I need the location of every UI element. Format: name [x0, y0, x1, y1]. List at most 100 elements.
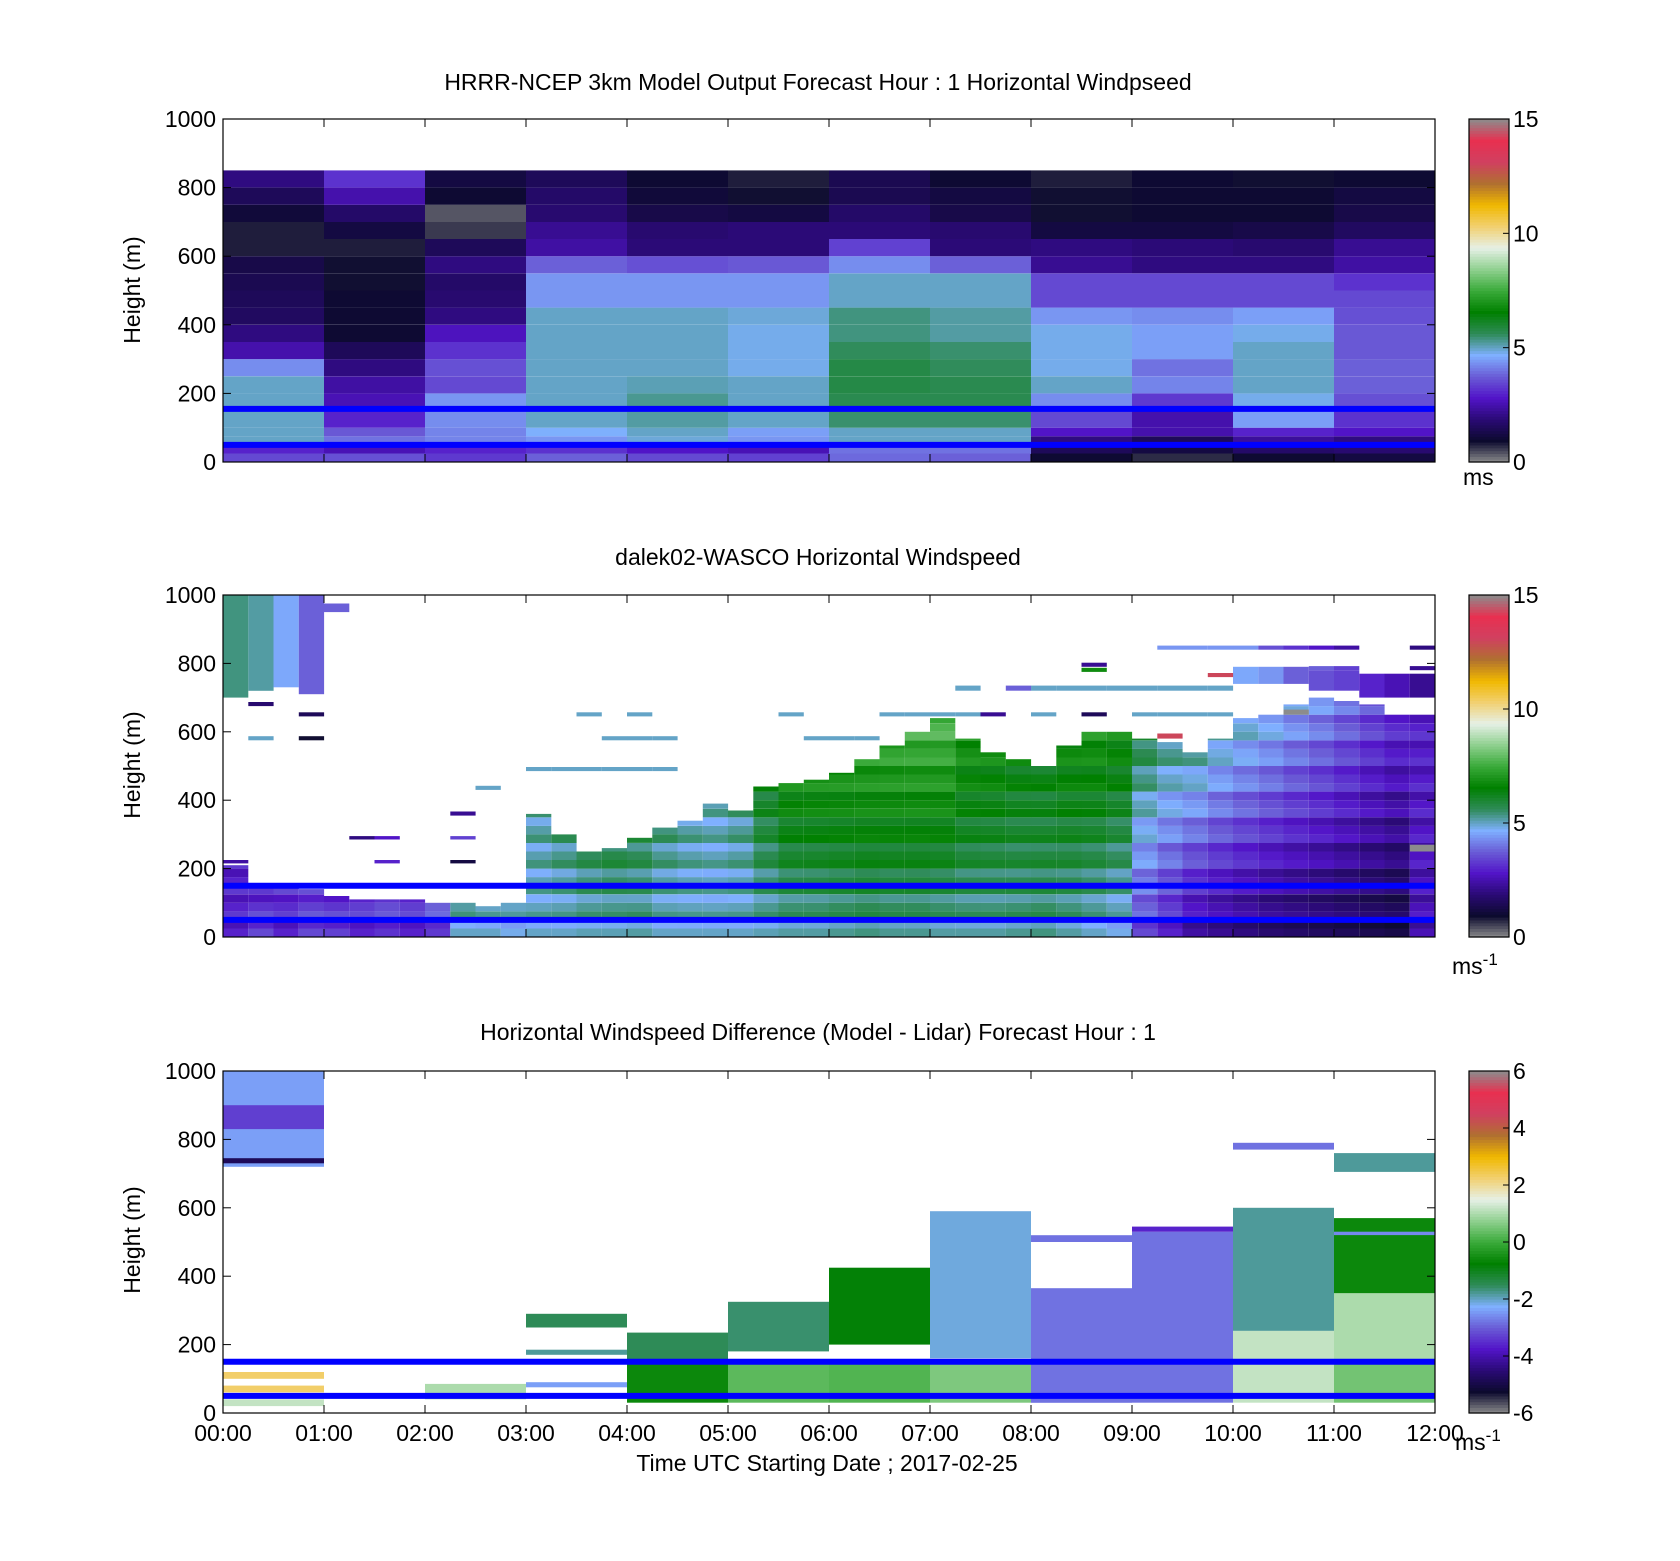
colorbar-swatch	[1469, 153, 1509, 157]
heatmap-cell	[1258, 851, 1284, 860]
heatmap-cell	[526, 868, 552, 878]
heatmap-cell	[930, 868, 956, 878]
heatmap-cell	[1005, 868, 1032, 878]
heatmap-cell	[728, 911, 754, 920]
heatmap-cell	[1132, 851, 1158, 860]
colorbar-swatch	[1469, 444, 1509, 449]
heatmap-cell	[879, 808, 905, 818]
heatmap-cell	[1258, 860, 1284, 869]
heatmap-cell	[1409, 645, 1436, 650]
panel-lidar-colorbar-unit-exp: -1	[1483, 950, 1498, 969]
heatmap-cell	[955, 877, 981, 886]
heatmap-cell	[930, 436, 1031, 445]
heatmap-cell	[1233, 877, 1259, 886]
heatmap-cell	[677, 877, 703, 886]
heatmap-cell	[1157, 783, 1183, 792]
heatmap-cell	[627, 324, 728, 342]
panel-difference: Horizontal Windspeed Difference (Model -…	[119, 1019, 1534, 1476]
heatmap-cell	[1233, 376, 1334, 394]
colorbar-swatch	[1469, 1139, 1509, 1143]
heatmap-cell	[223, 911, 249, 920]
heatmap-cell	[829, 825, 855, 835]
heatmap-cell	[1031, 273, 1132, 291]
heatmap-cell	[526, 307, 627, 325]
heatmap-cell	[248, 736, 274, 741]
heatmap-cell	[728, 410, 829, 428]
colorbar-swatch	[1469, 147, 1509, 152]
heatmap-cell	[1081, 731, 1107, 741]
heatmap-cell	[728, 170, 829, 188]
heatmap-cell	[1157, 834, 1183, 843]
colorbar-swatch	[1469, 1170, 1509, 1175]
colorbar-swatch	[1469, 1307, 1509, 1311]
colorbar-swatch	[1469, 780, 1509, 784]
heatmap-cell	[728, 427, 829, 437]
heatmap-cell	[753, 791, 779, 801]
heatmap-cell	[980, 843, 1006, 852]
heatmap-cell	[854, 808, 880, 818]
colorbar-swatch	[1469, 141, 1509, 146]
colorbar-swatch	[1469, 1110, 1509, 1115]
heatmap-cell	[1207, 740, 1234, 749]
heatmap-cell	[778, 928, 804, 937]
heatmap-cell	[1258, 757, 1284, 766]
heatmap-cell	[1359, 843, 1385, 852]
heatmap-cell	[1233, 774, 1259, 784]
colorbar-swatch	[1469, 173, 1509, 177]
heatmap-cell	[551, 843, 577, 852]
colorbar-swatch	[1469, 612, 1509, 616]
colorbar-swatch	[1469, 1267, 1509, 1272]
colorbar-swatch	[1469, 877, 1509, 881]
heatmap-cell	[1182, 902, 1208, 912]
heatmap-cell	[273, 928, 299, 937]
heatmap-cell	[1132, 894, 1158, 903]
heatmap-cell	[778, 911, 804, 920]
heatmap-cell	[1005, 825, 1032, 835]
colorbar-swatch	[1469, 1187, 1509, 1192]
heatmap-cell	[980, 766, 1006, 775]
colorbar-swatch	[1469, 176, 1509, 180]
heatmap-cell	[1207, 817, 1234, 826]
heatmap-cell	[324, 928, 350, 937]
heatmap-cell	[1334, 290, 1435, 308]
colorbar-swatch	[1469, 267, 1509, 272]
heatmap-cell	[829, 221, 930, 239]
heatmap-cell	[728, 359, 829, 377]
heatmap-cell	[1409, 817, 1436, 826]
heatmap-cell	[1334, 376, 1435, 394]
heatmap-cell	[324, 341, 425, 360]
heatmap-cell	[1334, 221, 1435, 239]
colorbar-swatch	[1469, 1242, 1509, 1246]
panel-difference-ylabel: Height (m)	[119, 1186, 145, 1293]
heatmap-cell	[1409, 800, 1436, 809]
heatmap-cell	[223, 595, 249, 698]
colorbar-swatch	[1469, 1085, 1509, 1089]
heatmap-cell	[601, 928, 628, 937]
heatmap-cell	[1132, 453, 1233, 462]
heatmap-cell	[1308, 868, 1335, 878]
heatmap-cell	[980, 894, 1006, 903]
heatmap-cell	[500, 902, 527, 912]
heatmap-cell	[829, 885, 855, 895]
heatmap-cell	[1031, 817, 1057, 826]
heatmap-cell	[854, 791, 880, 801]
heatmap-cell	[1409, 766, 1436, 775]
colorbar-swatch	[1469, 1301, 1509, 1306]
heatmap-cell	[803, 825, 830, 835]
heatmap-cell	[526, 834, 552, 843]
heatmap-cell	[1308, 808, 1335, 818]
heatmap-cell	[1283, 902, 1309, 912]
heatmap-cell	[930, 290, 1031, 308]
heatmap-cell	[778, 712, 804, 717]
heatmap-cell	[728, 860, 754, 869]
heatmap-cell	[450, 836, 476, 840]
heatmap-cell	[1334, 453, 1435, 462]
heatmap-cell	[1056, 825, 1082, 835]
y-tick-label: 0	[203, 924, 216, 950]
heatmap-cell	[1106, 851, 1133, 860]
heatmap-cell	[930, 791, 956, 801]
heatmap-cell	[1132, 324, 1233, 342]
heatmap-cell	[1132, 359, 1233, 377]
y-tick-label: 400	[178, 312, 216, 338]
heatmap-cell	[1283, 731, 1309, 741]
